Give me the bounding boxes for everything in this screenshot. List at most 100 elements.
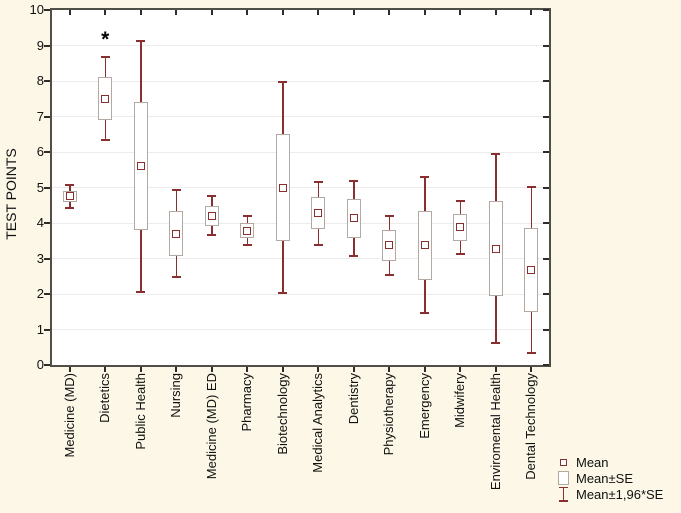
ci-cap-bottom (207, 234, 217, 237)
gridline-y1 (52, 329, 549, 330)
category-label-3: Nursing (168, 373, 184, 418)
gridline-y6 (52, 151, 549, 153)
category-label-13: Dental Technology (523, 373, 539, 480)
ci-cap-top (100, 56, 110, 59)
ci-cap-bottom (313, 243, 323, 246)
y-tick-label-2: 2 (36, 286, 44, 301)
x-tick-top-7 (317, 10, 320, 15)
y-tick-right-1 (543, 328, 549, 331)
ci-cap-bottom (278, 291, 288, 294)
mean-marker (101, 94, 110, 103)
y-tick-right-2 (543, 293, 549, 295)
significance-asterisk: * (101, 28, 110, 52)
x-tick-top-6 (281, 10, 284, 15)
x-tick-bottom-4 (210, 367, 213, 372)
y-tick-left-1 (44, 328, 50, 331)
ci-cap-bottom (420, 312, 430, 315)
ci-cap-top (526, 186, 536, 189)
x-tick-bottom-3 (175, 367, 178, 372)
mean-marker (314, 209, 323, 218)
ci-whisker-icon (559, 486, 568, 502)
gridline-y7 (52, 116, 549, 117)
ci-cap-top (313, 181, 323, 184)
ci-cap-top (420, 175, 430, 178)
x-tick-top-5 (246, 10, 249, 15)
gridline-y9 (52, 45, 549, 46)
ci-cap-bottom (526, 351, 536, 354)
y-tick-label-10: 10 (29, 2, 44, 17)
y-tick-right-10 (543, 9, 549, 11)
x-tick-bottom-10 (423, 367, 426, 372)
y-tick-label-5: 5 (36, 179, 44, 195)
mean-marker (136, 162, 145, 171)
gridline-y3 (52, 258, 549, 259)
category-label-9: Physiotherapy (381, 373, 397, 456)
x-tick-bottom-5 (246, 367, 249, 372)
x-tick-top-10 (423, 10, 426, 15)
y-tick-right-5 (543, 186, 549, 189)
x-tick-top-13 (530, 10, 533, 15)
mean-marker (491, 244, 500, 253)
category-label-8: Dentistry (345, 373, 361, 425)
ci-cap-top (171, 188, 181, 191)
category-label-7: Medical Analytics (310, 373, 326, 473)
mean-marker (172, 229, 181, 238)
category-label-6: Biotechnology (274, 373, 290, 455)
y-tick-right-3 (543, 257, 549, 260)
mean-marker (527, 265, 536, 274)
y-tick-left-3 (44, 257, 50, 260)
y-tick-left-9 (44, 44, 50, 47)
legend-label-se: Mean±SE (576, 470, 633, 486)
y-tick-left-10 (44, 9, 50, 11)
ci-cap-bottom (455, 252, 465, 255)
y-tick-right-6 (543, 151, 549, 153)
y-tick-right-7 (543, 115, 549, 118)
category-label-11: Midwifery (452, 373, 468, 428)
y-tick-left-2 (44, 293, 50, 295)
legend-row-ci: Mean±1,96*SE (556, 486, 663, 502)
mean-marker (385, 241, 394, 250)
gridline-y4 (52, 222, 549, 224)
category-label-2: Public Health (132, 373, 148, 450)
x-tick-top-0 (68, 10, 71, 15)
category-label-0: Medicine (MD) (61, 373, 77, 458)
ci-cap-top (136, 39, 146, 42)
x-tick-top-11 (459, 10, 462, 15)
ci-cap-top (455, 200, 465, 203)
ci-cap-bottom (384, 274, 394, 277)
ci-cap-top (384, 214, 394, 217)
x-tick-top-8 (352, 10, 355, 15)
plot-area: * (44, 8, 551, 372)
category-label-5: Pharmacy (239, 373, 255, 432)
x-tick-bottom-1 (104, 367, 107, 372)
gridline-y8 (52, 80, 549, 82)
mean-square-icon (560, 458, 567, 466)
se-box-icon (558, 471, 569, 485)
ci-cap-bottom (349, 255, 359, 257)
mean-marker (65, 192, 74, 201)
x-tick-top-12 (494, 10, 497, 15)
ci-cap-bottom (242, 244, 252, 247)
ci-cap-top (65, 184, 75, 186)
mean-marker (349, 214, 358, 223)
y-tick-label-9: 9 (36, 37, 44, 53)
y-tick-label-4: 4 (36, 215, 44, 230)
y-tick-label-1: 1 (36, 321, 44, 337)
mean-marker (243, 226, 252, 235)
category-label-4: Medicine (MD) ED (203, 373, 219, 480)
x-tick-bottom-9 (388, 367, 391, 372)
x-tick-top-3 (175, 10, 178, 15)
y-tick-label-8: 8 (36, 73, 44, 88)
ci-cap-top (278, 81, 288, 84)
y-tick-label-0: 0 (36, 357, 44, 372)
ci-cap-top (349, 179, 359, 182)
y-tick-right-9 (543, 44, 549, 47)
x-tick-bottom-7 (317, 367, 320, 372)
x-tick-bottom-8 (352, 367, 355, 372)
legend-label-mean: Mean (576, 454, 609, 470)
category-label-10: Emergency (416, 373, 432, 439)
x-tick-top-2 (139, 10, 142, 15)
mean-marker (278, 183, 287, 192)
y-tick-right-0 (543, 364, 549, 366)
